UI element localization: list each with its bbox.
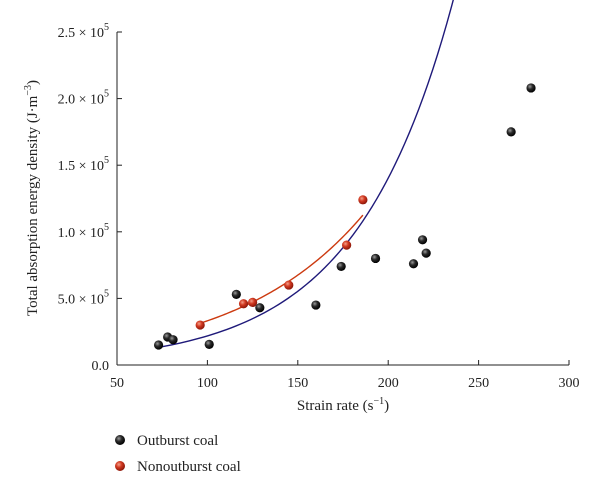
y-tick-label: 1.0 × 105 <box>58 222 109 241</box>
data-point-outburst <box>168 335 178 345</box>
data-point-outburst <box>421 248 431 258</box>
y-tick-label: 5.0 × 105 <box>58 288 109 307</box>
legend-marker-outburst <box>115 435 125 445</box>
data-point-nonoutburst <box>284 280 294 290</box>
data-point-outburst <box>506 127 516 137</box>
data-point-outburst <box>370 253 381 264</box>
data-point-nonoutburst <box>358 195 368 205</box>
x-axis-title: Strain rate (s−1) <box>297 396 389 414</box>
legend-item-outburst: Outburst coal <box>115 433 218 449</box>
y-tick-label: 2.0 × 105 <box>58 89 109 108</box>
fit-curve-nonoutburst <box>199 214 364 324</box>
data-point-outburst <box>526 83 536 93</box>
fit-curve-outburst <box>156 0 454 349</box>
x-tick-label: 150 <box>287 376 308 391</box>
y-tick-label: 0.0 <box>92 359 110 374</box>
y-axis-title: Total absorption energy density (J·m−3) <box>23 80 41 316</box>
x-axis-ticks: 50 100 150 200 250 300 <box>110 360 580 391</box>
data-point-outburst <box>417 235 428 245</box>
y-axis-ticks: 0.0 5.0 × 105 1.0 × 105 1.5 × 105 2.0 × 105 2… <box>58 22 122 374</box>
data-point-nonoutburst <box>195 320 205 330</box>
legend-item-nonoutburst: Nonoutburst coal <box>115 459 241 475</box>
data-point-nonoutburst <box>238 299 249 309</box>
x-tick-label: 100 <box>197 376 218 391</box>
legend: Outburst coal Nonoutburst coal <box>115 433 241 475</box>
legend-label-nonoutburst: Nonoutburst coal <box>137 459 241 475</box>
data-point-outburst <box>153 340 164 350</box>
legend-label-outburst: Outburst coal <box>137 433 218 449</box>
data-point-outburst <box>408 259 419 269</box>
data-point-nonoutburst <box>342 240 352 250</box>
y-tick-label: 1.5 × 105 <box>58 155 109 174</box>
data-point-nonoutburst <box>248 297 258 307</box>
data-points <box>153 83 536 350</box>
data-point-outburst <box>336 261 346 272</box>
fit-curves <box>156 0 454 349</box>
x-tick-label: 250 <box>468 376 489 391</box>
y-tick-label: 2.5 × 105 <box>58 22 109 41</box>
data-point-outburst <box>204 339 214 349</box>
data-point-outburst <box>311 300 321 310</box>
x-tick-label: 200 <box>378 376 399 391</box>
data-point-outburst <box>255 303 265 313</box>
x-tick-label: 300 <box>559 376 580 391</box>
plot-frame <box>116 32 569 366</box>
x-tick-label: 50 <box>110 376 124 391</box>
data-point-outburst <box>231 289 241 299</box>
legend-marker-nonoutburst <box>115 461 125 471</box>
